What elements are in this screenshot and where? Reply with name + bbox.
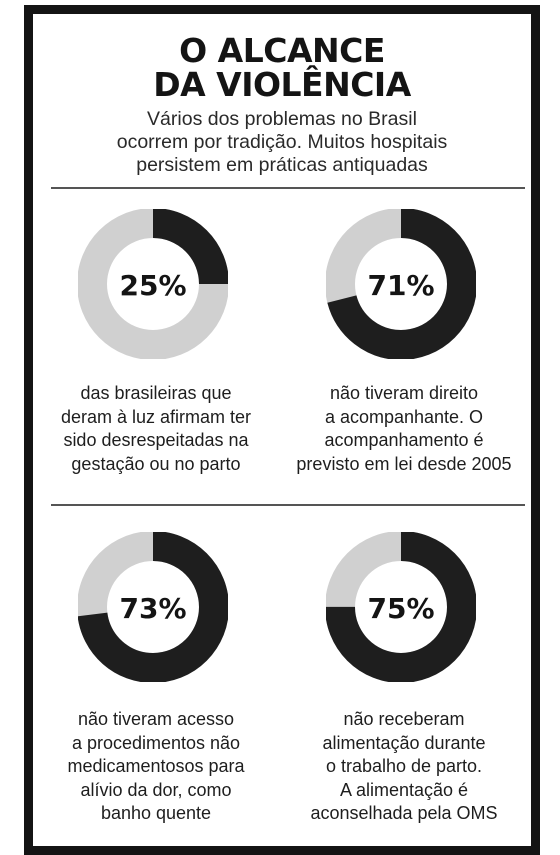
caption-line: A alimentação é (339, 779, 469, 800)
stat-caption: das brasileiras que deram à luz afirmam … (33, 382, 279, 476)
caption-line: o trabalho de parto. (325, 756, 483, 776)
title-line: O ALCANCE (179, 31, 385, 70)
donut-percent-label: 25% (119, 269, 186, 302)
stat-cell-acompanhante: 71% não tiveram direito a acompanhante. … (281, 209, 527, 499)
subtitle-line: ocorrem por tradição. Muitos hospitais (116, 131, 448, 153)
caption-line: alimentação durante (322, 732, 486, 753)
caption-line: gestação ou no parto (71, 453, 241, 474)
caption-line: acompanhamento é (324, 430, 484, 450)
subtitle-line: Vários dos problemas no Brasil (147, 108, 417, 130)
caption-line: a acompanhante. O (324, 406, 484, 427)
donut-chart: 25% (78, 209, 228, 359)
stat-caption: não receberam alimentação durante o trab… (281, 708, 527, 826)
donut-percent-label: 71% (367, 269, 434, 302)
caption-line: não tiveram acesso (77, 709, 235, 729)
infographic-frame: O ALCANCE DA VIOLÊNCIA Vários dos proble… (24, 5, 540, 855)
caption-line: das brasileiras que (80, 383, 232, 403)
donut-value-arc (78, 532, 228, 682)
caption-line: banho quente (100, 803, 212, 823)
stat-caption: não tiveram direito a acompanhante. O ac… (281, 382, 527, 476)
stat-cell-desrespeito: 25% das brasileiras que deram à luz afir… (33, 209, 279, 499)
donut-chart: 71% (326, 209, 476, 359)
donut-chart: 73% (78, 532, 228, 682)
stat-cell-alivio-dor: 73% não tiveram acesso a procedimentos n… (33, 532, 279, 842)
infographic-subtitle: Vários dos problemas no Brasil ocorrem p… (63, 108, 501, 177)
middle-divider (51, 504, 525, 506)
caption-line: medicamentosos para (67, 756, 245, 776)
caption-line: deram à luz afirmam ter (60, 406, 252, 427)
donut-percent-label: 75% (367, 592, 434, 625)
caption-line: a procedimentos não (71, 732, 241, 753)
donut-chart: 75% (326, 532, 476, 682)
subtitle-line: persistem em práticas antiquadas (136, 154, 428, 176)
donut-value-arc (326, 209, 476, 359)
donut-value-arc (78, 209, 228, 359)
caption-line: alívio da dor, como (80, 779, 232, 800)
stat-cell-alimentacao: 75% não receberam alimentação durante o … (281, 532, 527, 842)
caption-line: não receberam (343, 709, 465, 729)
donut-percent-label: 73% (119, 592, 186, 625)
caption-line: não tiveram direito (329, 383, 479, 403)
caption-line: aconselhada pela OMS (310, 803, 498, 823)
caption-line: sido desrespeitadas na (63, 430, 249, 450)
title-line: DA VIOLÊNCIA (153, 65, 411, 104)
infographic-title: O ALCANCE DA VIOLÊNCIA (33, 34, 531, 102)
donut-value-arc (326, 532, 476, 682)
caption-line: previsto em lei desde 2005 (296, 453, 512, 474)
stat-caption: não tiveram acesso a procedimentos não m… (33, 708, 279, 826)
top-divider (51, 187, 525, 189)
